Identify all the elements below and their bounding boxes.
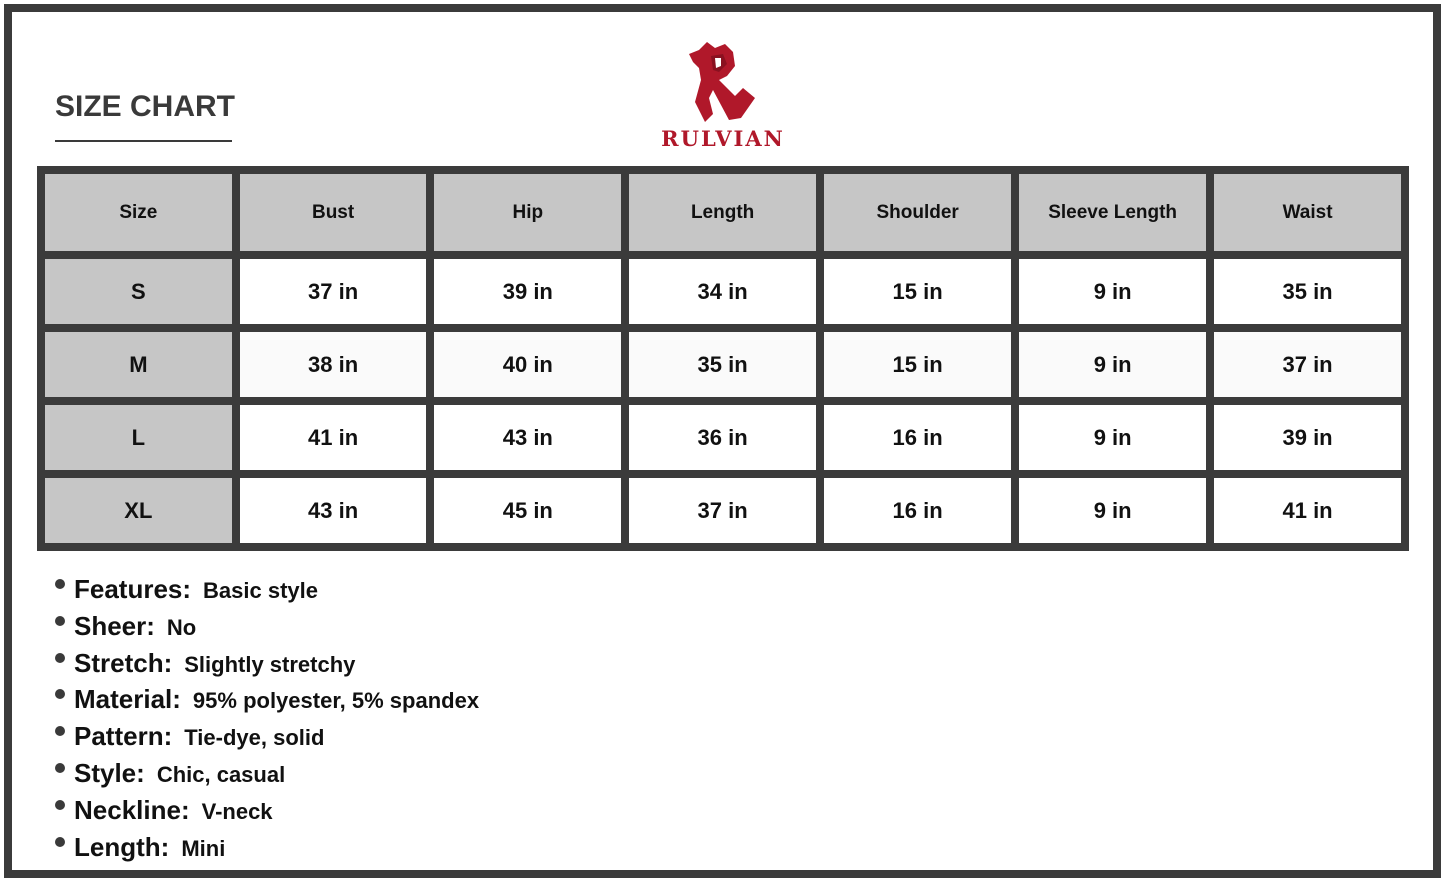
measurement-cell: 9 in: [1019, 259, 1207, 324]
measurement-cell: 41 in: [239, 405, 427, 470]
measurement-cell: 35 in: [629, 332, 817, 397]
bullet-icon: [55, 762, 65, 773]
bullet-icon: [55, 652, 65, 663]
column-header-hip: Hip: [434, 174, 622, 251]
measurement-cell: 34 in: [629, 259, 817, 324]
brand-logo: RULVIAN: [650, 40, 796, 151]
measurement-cell: 37 in: [239, 259, 427, 324]
feature-item: Neckline: V-neck: [55, 795, 479, 832]
measurement-cell: 36 in: [629, 405, 817, 470]
table-row: XL 43 in 45 in 37 in 16 in 9 in 41 in: [45, 478, 1401, 543]
column-header-waist: Waist: [1214, 174, 1401, 251]
feature-value: Chic, casual: [156, 761, 286, 787]
size-cell: L: [45, 405, 232, 470]
measurement-cell: 37 in: [1214, 332, 1401, 397]
size-cell: S: [45, 259, 232, 324]
measurement-cell: 9 in: [1019, 478, 1207, 543]
measurement-cell: 16 in: [824, 405, 1012, 470]
bullet-icon: [55, 799, 65, 810]
feature-item: Length: Mini: [55, 832, 479, 869]
column-header-length: Length: [629, 174, 817, 251]
size-chart-table: Size Bust Hip Length Shoulder Sleeve Len…: [37, 166, 1409, 551]
measurement-cell: 15 in: [824, 259, 1012, 324]
feature-label: Features:: [74, 574, 192, 604]
feature-value: V-neck: [201, 798, 273, 824]
feature-item: Features: Basic style: [55, 574, 479, 611]
page-title: SIZE CHART: [55, 90, 235, 123]
measurement-cell: 15 in: [824, 332, 1012, 397]
measurement-cell: 9 in: [1019, 405, 1207, 470]
brand-r-logo-icon: [689, 42, 755, 122]
feature-value: Mini: [181, 835, 226, 861]
measurement-cell: 43 in: [434, 405, 622, 470]
bullet-icon: [55, 579, 65, 589]
feature-item: Sheer: No: [55, 611, 479, 648]
feature-label: Sheer:: [74, 610, 155, 641]
feature-label: Stretch:: [74, 647, 173, 678]
measurement-cell: 45 in: [434, 478, 622, 543]
feature-item: Pattern: Tie-dye, solid: [55, 721, 479, 758]
table-row: S 37 in 39 in 34 in 15 in 9 in 35 in: [45, 259, 1401, 324]
measurement-cell: 39 in: [1214, 405, 1401, 470]
table-header-row: Size Bust Hip Length Shoulder Sleeve Len…: [45, 174, 1401, 251]
size-cell: XL: [45, 478, 232, 543]
feature-value: Slightly stretchy: [184, 651, 356, 677]
table-row: L 41 in 43 in 36 in 16 in 9 in 39 in: [45, 405, 1401, 470]
measurement-cell: 38 in: [239, 332, 427, 397]
column-header-size: Size: [45, 174, 232, 251]
feature-item: Style: Chic, casual: [55, 758, 479, 795]
feature-label: Length:: [74, 831, 170, 862]
bullet-icon: [55, 836, 65, 847]
column-header-shoulder: Shoulder: [824, 174, 1012, 251]
measurement-cell: 41 in: [1214, 478, 1401, 543]
bullet-icon: [55, 726, 65, 737]
measurement-cell: 37 in: [629, 478, 817, 543]
bullet-icon: [55, 615, 65, 626]
feature-label: Pattern:: [74, 721, 173, 752]
feature-label: Style:: [74, 757, 145, 788]
feature-item: Material: 95% polyester, 5% spandex: [55, 684, 479, 721]
measurement-cell: 9 in: [1019, 332, 1207, 397]
brand-name: RULVIAN: [661, 126, 785, 151]
feature-value: No: [166, 614, 197, 640]
feature-value: Basic style: [203, 578, 319, 603]
feature-value: 95% polyester, 5% spandex: [192, 688, 480, 714]
title-underline: [55, 140, 232, 142]
table-row: M 38 in 40 in 35 in 15 in 9 in 37 in: [45, 332, 1401, 397]
feature-label: Neckline:: [74, 794, 190, 825]
column-header-bust: Bust: [239, 174, 427, 251]
bullet-icon: [55, 689, 65, 700]
feature-list: Features: Basic style Sheer: No Stretch: Slig…: [55, 574, 479, 868]
measurement-cell: 39 in: [434, 259, 622, 324]
measurement-cell: 43 in: [239, 478, 427, 543]
measurement-cell: 35 in: [1214, 259, 1401, 324]
feature-value: Tie-dye, solid: [184, 725, 325, 751]
feature-item: Stretch: Slightly stretchy: [55, 648, 479, 685]
measurement-cell: 16 in: [824, 478, 1012, 543]
measurement-cell: 40 in: [434, 332, 622, 397]
size-cell: M: [45, 332, 232, 397]
feature-label: Material:: [74, 684, 181, 715]
column-header-sleeve-length: Sleeve Length: [1019, 174, 1207, 251]
